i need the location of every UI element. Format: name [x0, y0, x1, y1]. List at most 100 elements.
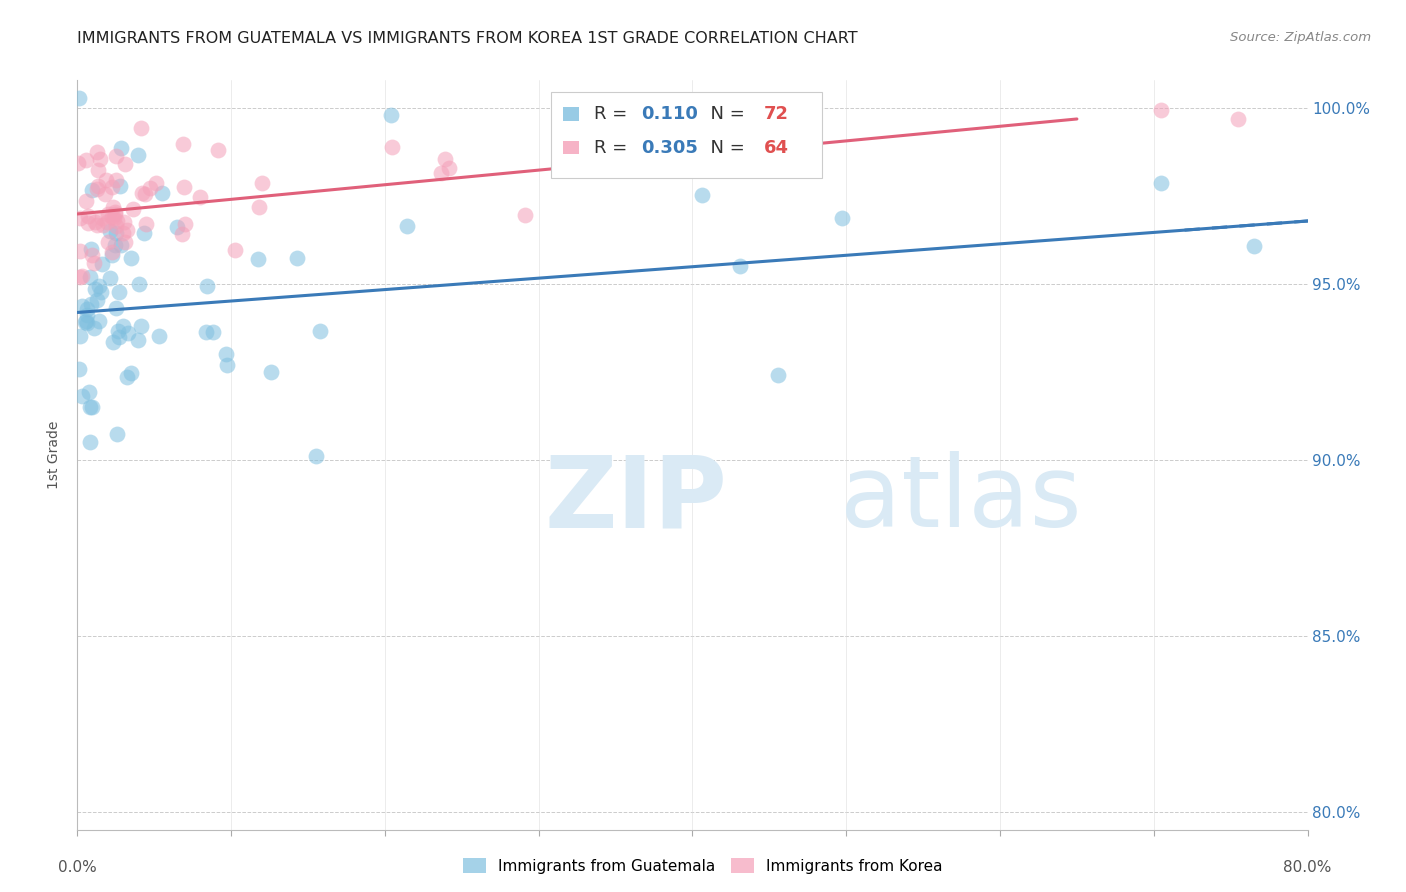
Point	[104, 301, 127, 315]
Point	[112, 227, 135, 241]
Text: ZIP: ZIP	[546, 451, 728, 549]
Point	[86, 182, 108, 196]
Point	[91, 211, 114, 226]
Point	[79, 400, 101, 414]
Y-axis label: 1st Grade: 1st Grade	[48, 421, 62, 489]
Point	[86, 145, 108, 160]
Point	[104, 205, 127, 219]
Legend: Immigrants from Guatemala, Immigrants from Korea: Immigrants from Guatemala, Immigrants fr…	[457, 852, 949, 880]
Point	[98, 271, 121, 285]
Point	[105, 214, 128, 228]
Point	[100, 224, 122, 238]
FancyBboxPatch shape	[551, 92, 821, 178]
Point	[128, 277, 150, 292]
Point	[67, 156, 90, 170]
Point	[728, 259, 751, 273]
Point	[96, 215, 118, 229]
Point	[87, 279, 110, 293]
Point	[101, 200, 124, 214]
Point	[831, 211, 853, 226]
Point	[103, 211, 125, 225]
Text: 72: 72	[763, 105, 789, 123]
Point	[381, 140, 404, 154]
Point	[72, 299, 94, 313]
Point	[1227, 112, 1250, 126]
Point	[135, 217, 157, 231]
Point	[97, 207, 120, 221]
Point	[72, 389, 94, 403]
Point	[79, 435, 101, 450]
Point	[215, 358, 238, 372]
Point	[173, 217, 195, 231]
Point	[90, 257, 112, 271]
Point	[75, 153, 97, 168]
Point	[80, 183, 103, 197]
Point	[76, 302, 98, 317]
Point	[690, 188, 713, 202]
Point	[83, 321, 105, 335]
Point	[173, 179, 195, 194]
Point	[101, 248, 124, 262]
Point	[69, 361, 91, 376]
Point	[150, 186, 173, 201]
FancyBboxPatch shape	[564, 141, 579, 154]
Point	[105, 219, 128, 234]
Point	[93, 218, 115, 232]
Point	[647, 148, 669, 162]
Point	[112, 319, 135, 334]
Point	[259, 365, 281, 379]
Point	[89, 314, 111, 328]
Point	[287, 251, 309, 265]
Point	[145, 176, 167, 190]
Point	[75, 314, 97, 328]
Point	[69, 270, 91, 285]
Point	[80, 247, 103, 261]
Point	[309, 324, 332, 338]
Point	[1243, 239, 1265, 253]
Text: R =: R =	[595, 139, 633, 157]
Point	[117, 370, 139, 384]
Point	[69, 244, 91, 258]
Point	[96, 173, 118, 187]
Point	[80, 242, 103, 256]
Point	[67, 91, 90, 105]
Point	[195, 279, 218, 293]
Point	[122, 202, 145, 216]
Point	[249, 200, 271, 214]
Point	[439, 161, 461, 175]
Point	[766, 368, 789, 382]
Point	[112, 214, 135, 228]
Point	[104, 207, 127, 221]
Point	[120, 366, 142, 380]
Point	[195, 325, 218, 339]
Point	[83, 282, 105, 296]
Text: 0.0%: 0.0%	[58, 860, 97, 875]
Point	[86, 218, 108, 232]
Point	[103, 238, 125, 252]
Point	[83, 256, 105, 270]
Text: atlas: atlas	[841, 451, 1081, 549]
Point	[89, 152, 111, 166]
Point	[134, 186, 156, 201]
Text: N =: N =	[699, 139, 751, 157]
Point	[127, 148, 149, 162]
Point	[172, 227, 194, 242]
Point	[69, 211, 91, 226]
Text: 0.305: 0.305	[641, 139, 697, 157]
Point	[101, 211, 124, 225]
Point	[108, 285, 131, 300]
Point	[117, 326, 139, 340]
Point	[166, 219, 188, 234]
Point	[86, 293, 108, 307]
Point	[110, 238, 132, 252]
Point	[97, 235, 120, 250]
Point	[305, 449, 328, 463]
Point	[94, 186, 117, 201]
Point	[100, 180, 122, 194]
Point	[139, 180, 162, 194]
Point	[380, 108, 402, 122]
Text: IMMIGRANTS FROM GUATEMALA VS IMMIGRANTS FROM KOREA 1ST GRADE CORRELATION CHART: IMMIGRANTS FROM GUATEMALA VS IMMIGRANTS …	[77, 31, 858, 46]
Point	[188, 190, 211, 204]
Point	[76, 308, 98, 322]
Point	[115, 223, 138, 237]
